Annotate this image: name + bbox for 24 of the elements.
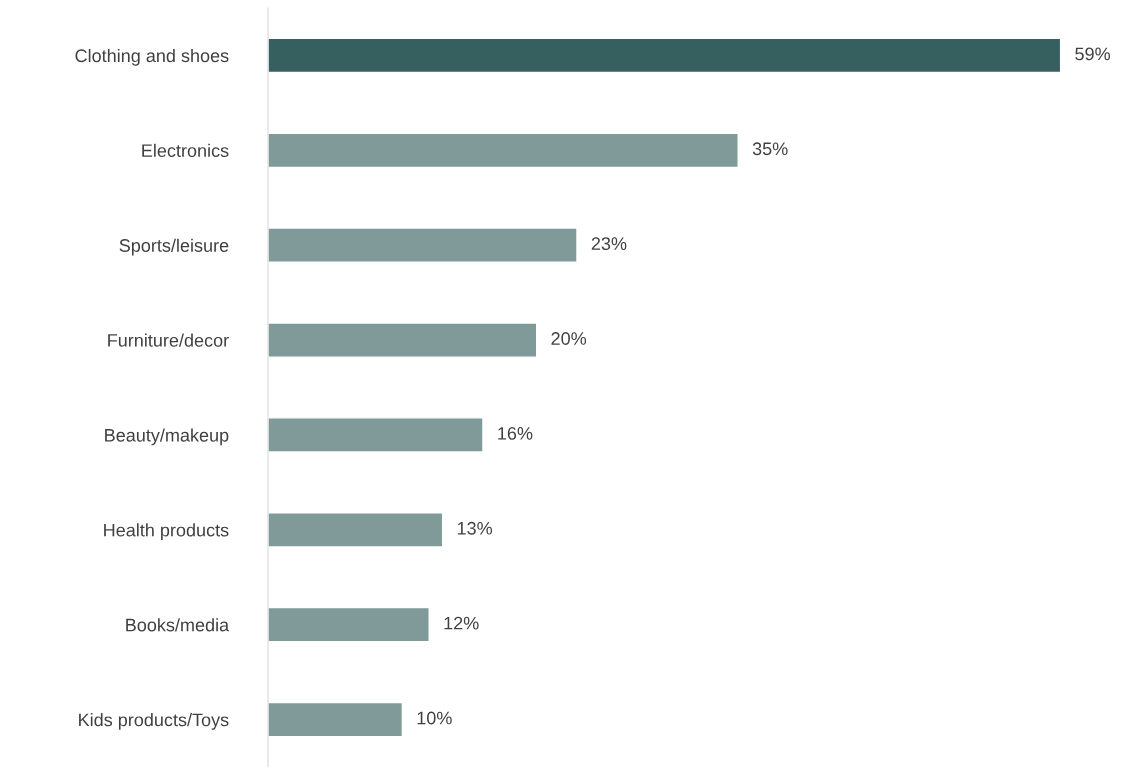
y-tick-label: Electronics (142, 143, 229, 158)
bar (268, 606, 430, 643)
data-label: 12% (444, 616, 479, 630)
bar (268, 37, 1062, 74)
bar (268, 227, 578, 263)
bar (268, 322, 538, 358)
data-label: 23% (591, 237, 627, 251)
y-tick-label: Clothing and shoes (75, 48, 229, 66)
bar (268, 132, 739, 169)
y-tick-label: Books/media (126, 618, 230, 632)
bar (268, 701, 404, 738)
y-tick-label: Furniture/decor (108, 333, 229, 347)
y-tick-label: Health products (104, 523, 229, 541)
data-label: 20% (551, 332, 587, 345)
data-label: 16% (498, 427, 533, 440)
bar (268, 417, 484, 453)
y-tick-label: Sports/leisure (119, 238, 229, 256)
data-label: 35% (752, 142, 788, 156)
data-label: 59% (1075, 47, 1111, 61)
y-tick-label: Kids products/Toys (79, 713, 229, 730)
bar (268, 512, 444, 548)
data-label: 10% (417, 711, 452, 725)
y-tick-label: Beauty/makeup (105, 428, 229, 446)
data-label: 13% (457, 521, 493, 535)
